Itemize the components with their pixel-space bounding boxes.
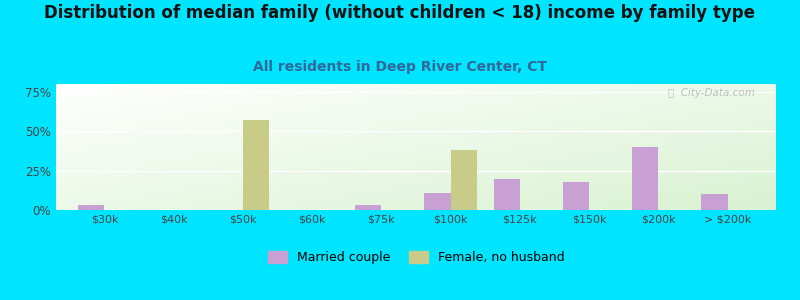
Bar [494, 178, 520, 210]
Bar [243, 120, 270, 210]
Text: ⓘ  City-Data.com: ⓘ City-Data.com [667, 88, 754, 98]
Bar [424, 193, 450, 210]
Bar [632, 147, 658, 210]
Bar [78, 205, 105, 210]
Text: All residents in Deep River Center, CT: All residents in Deep River Center, CT [253, 60, 547, 74]
Bar [355, 205, 382, 210]
Bar [562, 182, 589, 210]
Bar [450, 150, 477, 210]
Legend: Married couple, Female, no husband: Married couple, Female, no husband [263, 246, 569, 269]
Bar [702, 194, 727, 210]
Text: Distribution of median family (without children < 18) income by family type: Distribution of median family (without c… [45, 4, 755, 22]
